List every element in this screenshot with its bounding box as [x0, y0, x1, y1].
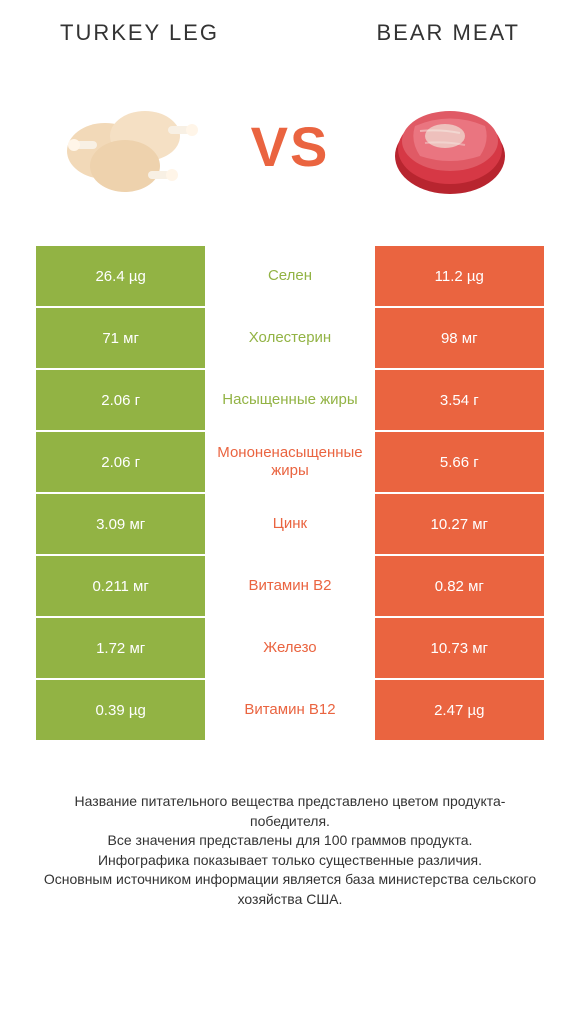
left-value: 2.06 г — [36, 370, 205, 430]
nutrient-label: Цинк — [205, 494, 374, 554]
right-value: 5.66 г — [375, 432, 544, 492]
table-row: 3.09 мгЦинк10.27 мг — [36, 494, 544, 554]
nutrient-label: Витамин B12 — [205, 680, 374, 740]
left-value: 0.211 мг — [36, 556, 205, 616]
left-value: 71 мг — [36, 308, 205, 368]
right-value: 11.2 µg — [375, 246, 544, 306]
left-title: TURKEY LEG — [60, 20, 219, 46]
table-row: 2.06 гМононенасыщенные жиры5.66 г — [36, 432, 544, 492]
table-row: 2.06 гНасыщенные жиры3.54 г — [36, 370, 544, 430]
vs-label: VS — [251, 114, 330, 179]
left-value: 0.39 µg — [36, 680, 205, 740]
right-title: BEAR MEAT — [376, 20, 520, 46]
right-value: 0.82 мг — [375, 556, 544, 616]
nutrient-label: Насыщенные жиры — [205, 370, 374, 430]
comparison-table: 26.4 µgСелен11.2 µg71 мгХолестерин98 мг2… — [36, 246, 544, 742]
nutrient-label: Железо — [205, 618, 374, 678]
nutrient-label: Мононенасыщенные жиры — [205, 432, 374, 492]
footer-line: Все значения представлены для 100 граммо… — [36, 831, 544, 851]
right-value: 2.47 µg — [375, 680, 544, 740]
nutrient-label: Холестерин — [205, 308, 374, 368]
footer-line: Основным источником информации является … — [36, 870, 544, 909]
turkey-leg-image — [50, 81, 210, 211]
right-value: 98 мг — [375, 308, 544, 368]
table-row: 26.4 µgСелен11.2 µg — [36, 246, 544, 306]
table-row: 71 мгХолестерин98 мг — [36, 308, 544, 368]
table-row: 0.39 µgВитамин B122.47 µg — [36, 680, 544, 740]
hero-section: VS — [0, 56, 580, 246]
left-value: 26.4 µg — [36, 246, 205, 306]
right-value: 10.27 мг — [375, 494, 544, 554]
footer-notes: Название питательного вещества представл… — [0, 742, 580, 930]
footer-line: Название питательного вещества представл… — [36, 792, 544, 831]
left-value: 1.72 мг — [36, 618, 205, 678]
table-row: 0.211 мгВитамин B20.82 мг — [36, 556, 544, 616]
footer-line: Инфографика показывает только существенн… — [36, 851, 544, 871]
right-value: 10.73 мг — [375, 618, 544, 678]
left-value: 3.09 мг — [36, 494, 205, 554]
right-value: 3.54 г — [375, 370, 544, 430]
nutrient-label: Витамин B2 — [205, 556, 374, 616]
table-row: 1.72 мгЖелезо10.73 мг — [36, 618, 544, 678]
nutrient-label: Селен — [205, 246, 374, 306]
left-value: 2.06 г — [36, 432, 205, 492]
bear-meat-image — [370, 81, 530, 211]
